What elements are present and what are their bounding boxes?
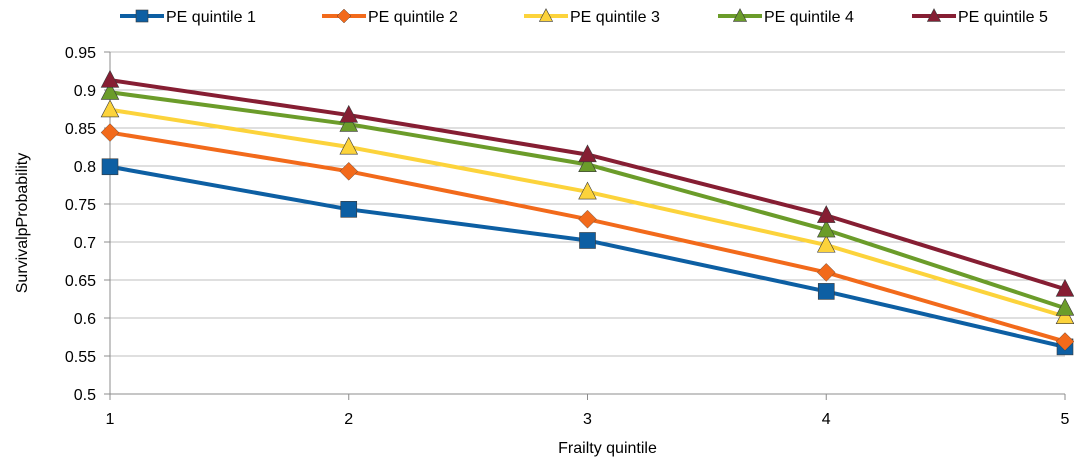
legend-marker [135, 9, 149, 23]
legend-marker [538, 8, 554, 22]
legend-label: PE quintile 2 [368, 9, 458, 26]
y-tick-label: 0.75 [65, 197, 96, 214]
data-point [100, 99, 120, 118]
series-5 [100, 69, 1074, 297]
data-point [816, 263, 836, 282]
y-tick-label: 0.6 [74, 311, 96, 328]
legend-marker [926, 8, 942, 22]
legend-item-2: PE quintile 2 [322, 8, 458, 26]
legend-label: PE quintile 3 [570, 9, 660, 26]
y-tick-label: 0.5 [74, 387, 96, 404]
series-4 [100, 82, 1074, 316]
legend-marker [732, 8, 748, 22]
data-point [100, 123, 120, 142]
y-tick-label: 0.95 [65, 45, 96, 62]
x-tick-label: 1 [106, 411, 115, 428]
data-point [816, 219, 836, 238]
data-point [578, 209, 597, 229]
legend-label: PE quintile 4 [764, 9, 854, 26]
data-point [579, 232, 596, 249]
legend: PE quintile 1 PE quintile 2 PE quintile 3 P… [120, 8, 1048, 26]
data-point [101, 158, 119, 176]
data-point [578, 144, 597, 163]
series-group [100, 69, 1074, 356]
axes: 0.5 0.55 0.6 0.65 0.7 0.75 0.8 0.85 0.9 0.95 1 2 3 4 5 [65, 45, 1070, 428]
x-tick-label: 2 [344, 411, 353, 428]
x-axis-title: Frailty quintile [558, 440, 657, 457]
y-axis-title: SurvivalpProbability [14, 153, 31, 294]
y-tick-label: 0.65 [65, 273, 96, 290]
data-point [816, 205, 836, 223]
x-tick-label: 4 [822, 411, 831, 428]
data-point [100, 82, 120, 100]
y-tick-label: 0.9 [74, 83, 96, 100]
legend-item-5: PE quintile 5 [912, 8, 1048, 26]
legend-item-4: PE quintile 4 [718, 8, 854, 26]
series-3 [100, 99, 1074, 324]
data-point [100, 69, 120, 88]
legend-marker [336, 8, 352, 24]
data-point [816, 234, 836, 253]
data-point [578, 181, 597, 200]
data-point [339, 162, 359, 181]
series-2 [100, 123, 1074, 351]
legend-item-1: PE quintile 1 [120, 9, 256, 26]
data-point [1055, 332, 1074, 351]
data-point [340, 201, 358, 218]
data-point [1055, 297, 1074, 316]
legend-item-3: PE quintile 3 [524, 8, 660, 26]
data-point [339, 136, 359, 155]
data-point [817, 283, 835, 300]
y-tick-label: 0.8 [74, 159, 96, 176]
data-point [339, 113, 359, 132]
x-tick-label: 3 [583, 411, 592, 428]
y-tick-label: 0.7 [74, 235, 96, 252]
data-point [339, 104, 359, 123]
legend-label: PE quintile 1 [166, 9, 256, 26]
x-tick-label: 5 [1061, 411, 1070, 428]
y-tick-label: 0.55 [65, 349, 96, 366]
y-tick-label: 0.85 [65, 121, 96, 138]
data-point [1055, 278, 1074, 297]
legend-label: PE quintile 5 [958, 9, 1048, 26]
data-point [578, 154, 597, 172]
series-line [109, 90, 1066, 311]
